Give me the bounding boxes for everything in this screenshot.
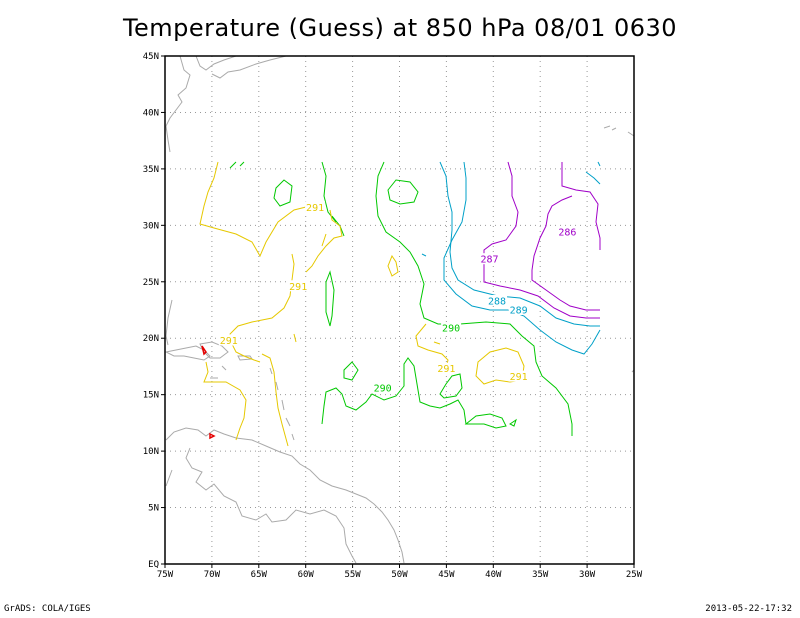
contour-label-bg bbox=[557, 226, 578, 238]
coastlines bbox=[164, 55, 635, 564]
temperature-contours bbox=[199, 161, 601, 447]
x-tick-label: 45W bbox=[438, 570, 455, 580]
map-title: Temperature (Guess) at 850 hPa 08/01 063… bbox=[122, 14, 678, 42]
x-tick-label: 55W bbox=[344, 570, 361, 580]
lat-lon-grid bbox=[165, 56, 634, 564]
contour-label-bg bbox=[436, 362, 457, 374]
y-tick-label: EQ bbox=[148, 560, 159, 570]
contour-label: 288 bbox=[488, 296, 506, 307]
y-tick-label: 45N bbox=[143, 52, 159, 62]
y-tick-label: 20N bbox=[143, 334, 159, 344]
x-tick-label: 75W bbox=[157, 570, 174, 580]
y-tick-label: 35N bbox=[143, 165, 159, 175]
x-tick-label: 40W bbox=[485, 570, 502, 580]
contour-291 bbox=[199, 161, 311, 258]
contour-label: 291 bbox=[437, 364, 455, 375]
contour-label: 286 bbox=[558, 228, 576, 239]
contour-label-bg bbox=[508, 370, 529, 382]
contour-288 bbox=[439, 161, 600, 327]
contour-label-bg bbox=[487, 294, 508, 306]
contour-labels: 286 287 288 289 290 290 291 291 291 291 291 bbox=[218, 201, 578, 394]
x-tick-label: 50W bbox=[391, 570, 408, 580]
y-tick-label: 10N bbox=[143, 447, 159, 457]
contour-label-bg bbox=[288, 280, 309, 292]
x-tick-label: 30W bbox=[579, 570, 596, 580]
contour-label: 291 bbox=[220, 336, 238, 347]
contour-label: 290 bbox=[374, 383, 392, 394]
contour-label-bg bbox=[372, 381, 393, 393]
y-tick-label: 5N bbox=[148, 504, 159, 514]
contour-289 bbox=[421, 161, 601, 355]
contour-290 bbox=[375, 161, 573, 436]
axis-ticks: 75W 70W 65W 60W 55W 50W 45W 40W 35W 30W 25W EQ 5N 10N… bbox=[143, 52, 643, 580]
y-tick-label: 30N bbox=[143, 221, 159, 231]
x-tick-label: 35W bbox=[532, 570, 549, 580]
contour-287 bbox=[483, 161, 600, 319]
y-tick-label: 25N bbox=[143, 278, 159, 288]
contour-label-bg bbox=[441, 322, 462, 334]
footer-timestamp: 2013-05-22-17:32 bbox=[705, 604, 792, 614]
contour-label: 291 bbox=[306, 203, 324, 214]
contour-label: 291 bbox=[289, 282, 307, 293]
contour-label-bg bbox=[305, 201, 326, 213]
plot-frame bbox=[164, 55, 635, 565]
contour-label-bg bbox=[218, 334, 239, 346]
contour-label: 291 bbox=[510, 372, 528, 383]
x-tick-label: 25W bbox=[626, 570, 643, 580]
x-tick-label: 70W bbox=[204, 570, 221, 580]
contour-label: 290 bbox=[442, 324, 460, 335]
contour-label: 287 bbox=[481, 255, 499, 266]
y-tick-label: 15N bbox=[143, 391, 159, 401]
x-tick-label: 65W bbox=[251, 570, 268, 580]
contour-292 bbox=[201, 345, 216, 440]
y-tick-label: 40N bbox=[143, 108, 159, 118]
footer-credit: GrADS: COLA/IGES bbox=[4, 604, 91, 614]
x-tick-label: 60W bbox=[298, 570, 315, 580]
contour-label-bg bbox=[479, 253, 500, 265]
contour-286 bbox=[531, 162, 601, 311]
contour-label-bg bbox=[508, 304, 529, 315]
contour-label: 289 bbox=[510, 306, 528, 317]
